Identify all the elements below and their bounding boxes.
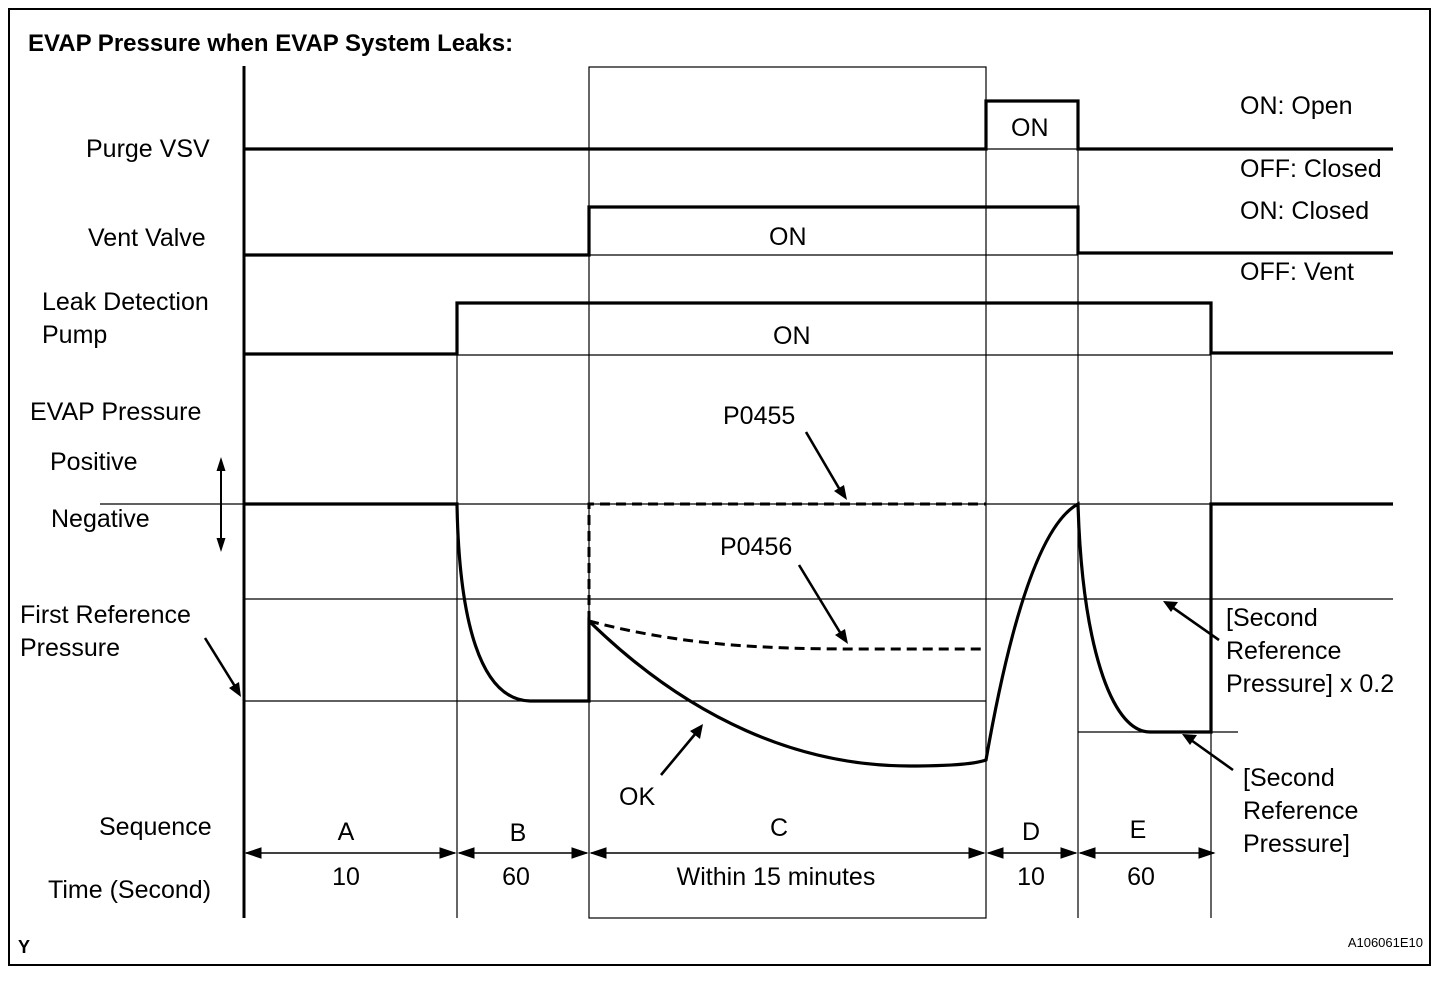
sequence-d: D 10 <box>1017 818 1045 891</box>
duration-arrow-a <box>244 847 457 859</box>
vent-valve-label: Vent Valve <box>88 224 206 252</box>
sequence-d-time: 10 <box>1017 863 1045 891</box>
vent-valve-signal <box>244 205 1393 257</box>
duration-arrow-e <box>1078 847 1216 859</box>
sequence-e-label: E <box>1130 816 1147 844</box>
sequence-a-label: A <box>338 818 355 846</box>
p0455-dashed-curve <box>587 502 986 621</box>
phase-c-box <box>588 66 987 919</box>
sequence-a: A 10 <box>332 818 360 891</box>
sequence-b-label: B <box>510 819 527 847</box>
second-ref-label-line3: Pressure] <box>1243 830 1350 858</box>
p0455-pointer-arrow <box>804 431 847 500</box>
first-ref-label-line2: Pressure <box>20 634 120 662</box>
duration-arrow-d <box>986 847 1078 859</box>
purge-vsv-signal <box>244 99 1393 151</box>
second-ref-x02-label-line2: Reference <box>1226 637 1341 665</box>
leak-pump-label-line2: Pump <box>42 321 107 349</box>
p0455-label: P0455 <box>723 402 795 430</box>
p0456-dashed-curve <box>588 619 986 651</box>
sequence-label: Sequence <box>99 813 212 841</box>
sequence-c: C Within 15 minutes <box>677 814 876 891</box>
time-label: Time (Second) <box>48 876 211 904</box>
positive-label: Positive <box>50 448 138 476</box>
p0456-label: P0456 <box>720 533 792 561</box>
second-ref-pointer-arrow <box>1182 734 1234 772</box>
leak-pump-label-line1: Leak Detection <box>42 288 209 316</box>
sequence-d-label: D <box>1022 818 1040 846</box>
purge-off-legend: OFF: Closed <box>1240 155 1382 183</box>
p0456-pointer-arrow <box>797 564 848 644</box>
first-ref-label-line1: First Reference <box>20 601 191 629</box>
duration-arrows <box>244 847 1216 859</box>
vent-off-legend: OFF: Vent <box>1240 258 1354 286</box>
duration-arrow-c <box>589 847 986 859</box>
vent-valve-on-state: ON <box>769 223 807 251</box>
purge-on-legend: ON: Open <box>1240 92 1353 120</box>
diagram-frame <box>8 8 1431 966</box>
duration-arrow-b <box>457 847 589 859</box>
vent-on-legend: ON: Closed <box>1240 197 1369 225</box>
second-ref-x02-label-line3: Pressure] x 0.2 <box>1226 670 1394 698</box>
second-ref-label-line2: Reference <box>1243 797 1358 825</box>
evap-pressure-curve <box>244 501 1393 768</box>
sequence-c-label: C <box>770 814 788 842</box>
ok-pointer-arrow <box>660 724 703 776</box>
sequence-a-time: 10 <box>332 863 360 891</box>
evap-pressure-label: EVAP Pressure <box>30 398 201 426</box>
sequence-e-time: 60 <box>1127 863 1155 891</box>
ok-label: OK <box>619 783 655 811</box>
leak-pump-on-state: ON <box>773 322 811 350</box>
sequence-b: B 60 <box>502 819 530 891</box>
footer-left-mark: Y <box>18 937 30 957</box>
figure-id: A106061E10 <box>1348 935 1423 950</box>
diagram-title: EVAP Pressure when EVAP System Leaks: <box>28 30 513 57</box>
leak-pump-signal <box>244 301 1393 356</box>
second-ref-label-line1: [Second <box>1243 764 1335 792</box>
sequence-c-time: Within 15 minutes <box>677 863 876 891</box>
positive-negative-arrow <box>216 457 226 552</box>
second-ref-x02-label-line1: [Second <box>1226 604 1318 632</box>
second-ref-x02-pointer-arrow <box>1163 601 1220 642</box>
purge-vsv-on-state: ON <box>1011 114 1049 142</box>
negative-label: Negative <box>51 505 150 533</box>
sequence-b-time: 60 <box>502 863 530 891</box>
sequence-e: E 60 <box>1127 816 1155 891</box>
first-ref-pointer-arrow <box>203 637 241 697</box>
purge-vsv-label: Purge VSV <box>86 135 210 163</box>
